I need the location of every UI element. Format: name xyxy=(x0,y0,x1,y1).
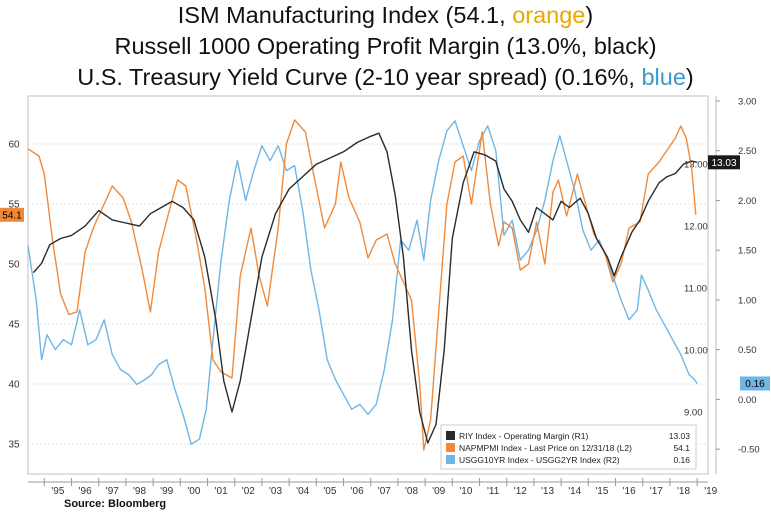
right1-tick-label: 12.00 xyxy=(684,222,708,233)
legend-label: USGG10YR Index - USGG2YR Index (R2) xyxy=(459,455,620,465)
x-tick-label: '96 xyxy=(79,486,92,497)
x-tick-label: '10 xyxy=(459,486,472,497)
right1-tick-label: 9.00 xyxy=(684,408,703,419)
legend-swatch-black xyxy=(446,431,455,440)
right1-tick-label: 10.00 xyxy=(684,346,708,357)
right2-tick-label: 0.00 xyxy=(738,395,757,406)
gridlines xyxy=(28,143,708,445)
x-tick-label: '18 xyxy=(677,486,690,497)
x-tick-label: '13 xyxy=(541,486,554,497)
x-tick-label: '08 xyxy=(405,486,418,497)
title-line-3-end: ) xyxy=(685,64,694,90)
series-lines xyxy=(27,119,698,451)
title-line-1-end: ) xyxy=(585,2,594,28)
x-tick-label: '99 xyxy=(160,486,173,497)
right2-tick-label: 0.50 xyxy=(738,345,757,356)
series-line-orange xyxy=(27,119,697,451)
legend-value: 13.03 xyxy=(669,431,691,441)
last-value-tags: 54.1 13.03 0.16 xyxy=(0,155,770,391)
title-line-3-text: U.S. Treasury Yield Curve (2-10 year spr… xyxy=(77,64,642,90)
x-tick-label: '95 xyxy=(51,486,64,497)
left-axis-ticks: 35 40 45 50 55 60 xyxy=(8,140,20,451)
x-tick-label: '09 xyxy=(432,486,445,497)
right2-tick-label: 3.00 xyxy=(738,96,757,107)
series-line-blue xyxy=(27,120,698,445)
x-tick-label: '15 xyxy=(595,486,608,497)
right2-tick-label: 1.00 xyxy=(738,295,757,306)
right2-tick-label: 2.00 xyxy=(738,196,757,207)
left-tick-label: 60 xyxy=(8,140,20,151)
legend-swatch-orange xyxy=(446,443,455,452)
x-axis-ticks: '95 '96 '97 '98 '99 '00 '01 '02 '03 '04 '05 '06 '07 '… xyxy=(28,478,718,497)
legend-label: RIY Index - Operating Margin (R1) xyxy=(459,431,588,441)
x-tick-label: '12 xyxy=(514,486,527,497)
left-last-value-tag xyxy=(0,207,24,222)
chart-titles: ISM Manufacturing Index (54.1, orange) R… xyxy=(0,0,771,93)
x-tick-label: '98 xyxy=(133,486,146,497)
x-tick-label: '11 xyxy=(487,486,500,497)
left-last-value-text: 54.1 xyxy=(2,210,22,221)
x-tick-label: '06 xyxy=(351,486,364,497)
right2-tick-label: 1.50 xyxy=(738,246,757,257)
left-tick-label: 55 xyxy=(8,200,20,211)
legend-value: 0.16 xyxy=(673,455,690,465)
x-tick-label: '19 xyxy=(704,486,717,497)
title-line-3: U.S. Treasury Yield Curve (2-10 year spr… xyxy=(0,62,771,93)
x-tick-label: '97 xyxy=(106,486,119,497)
right2-last-value-tag xyxy=(740,376,770,391)
legend-swatch-blue xyxy=(446,455,455,464)
x-tick-label: '16 xyxy=(623,486,636,497)
x-tick-label: '07 xyxy=(378,486,391,497)
right1-tick-label: 13.00 xyxy=(684,160,708,171)
x-tick-label: '04 xyxy=(296,486,309,497)
source-note: Source: Bloomberg xyxy=(64,498,167,510)
right2-tick-label: 2.50 xyxy=(738,146,757,157)
x-tick-label: '14 xyxy=(568,486,581,497)
x-tick-label: '05 xyxy=(323,486,336,497)
x-tick-label: '01 xyxy=(215,486,228,497)
legend-box xyxy=(440,424,697,470)
right1-last-value-tag xyxy=(708,155,740,170)
left-tick-label: 40 xyxy=(8,380,20,391)
legend: RIY Index - Operating Margin (R1) 13.03 NA… xyxy=(440,424,697,470)
title-line-1: ISM Manufacturing Index (54.1, orange) xyxy=(0,0,771,31)
x-tick-label: '17 xyxy=(650,486,663,497)
legend-label: NAPMPMI Index - Last Price on 12/31/18 (… xyxy=(459,443,632,453)
left-tick-label: 35 xyxy=(8,440,20,451)
x-tick-label: '00 xyxy=(187,486,200,497)
right2-last-value-text: 0.16 xyxy=(745,379,765,390)
legend-value: 54.1 xyxy=(673,443,690,453)
series-line-black xyxy=(32,132,698,444)
left-tick-label: 45 xyxy=(8,320,20,331)
left-tick-label: 50 xyxy=(8,260,20,271)
x-tick-label: '02 xyxy=(242,486,255,497)
title-line-1-text: ISM Manufacturing Index (54.1, xyxy=(177,2,513,28)
right2-tick-label: -0.50 xyxy=(738,445,760,456)
right1-tick-label: 11.00 xyxy=(684,284,707,295)
right1-last-value-text: 13.03 xyxy=(711,158,736,169)
title-line-2: Russell 1000 Operating Profit Margin (13… xyxy=(114,33,657,59)
title-line-3-color-word: blue xyxy=(641,64,686,90)
x-tick-label: '03 xyxy=(269,486,282,497)
title-line-1-color-word: orange xyxy=(512,2,586,28)
plot-frame xyxy=(27,95,709,475)
right-axis-ticks: -0.50 0.00 0.50 1.00 1.50 2.00 2.50 3.00 9.00 10.… xyxy=(684,96,760,474)
